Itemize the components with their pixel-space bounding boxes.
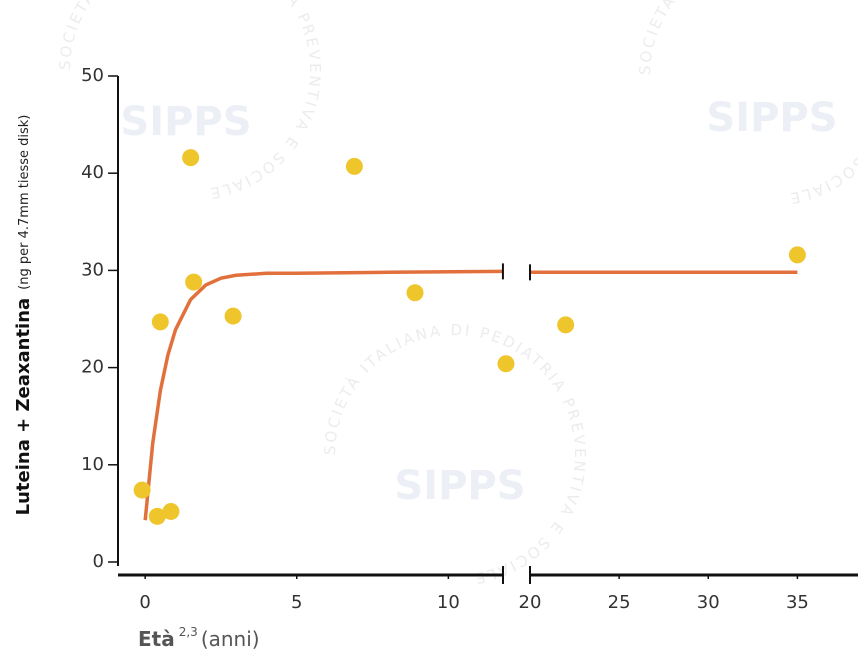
watermark-ring: SOCIETÀ ITALIANA DI PEDIATRIA PREVENTIVA…: [320, 320, 589, 588]
chart: SOCIETÀ ITALIANA DI PEDIATRIA PREVENTIVA…: [0, 0, 858, 658]
x-tick-label: 10: [437, 592, 460, 613]
y-tick-label: 20: [81, 357, 104, 378]
data-point: [225, 308, 242, 325]
data-point: [162, 503, 179, 520]
y-tick-label: 40: [81, 162, 104, 183]
y-axis-label: Luteina + Zeaxantina (ng per 4.7mm tiesse…: [13, 115, 34, 516]
y-tick-label: 0: [93, 551, 104, 572]
data-point: [134, 482, 151, 499]
y-tick-label: 10: [81, 454, 104, 475]
x-tick-label: 5: [291, 592, 302, 613]
data-point: [557, 316, 574, 333]
data-point: [152, 313, 169, 330]
x-tick-label: 0: [139, 592, 150, 613]
y-tick-label: 50: [81, 65, 104, 86]
x-axis-label: Età 2,3(anni): [138, 625, 260, 651]
y-label-main: Luteina + Zeaxantina: [13, 298, 34, 516]
data-point: [789, 246, 806, 263]
data-point: [497, 355, 514, 372]
watermarks: SOCIETÀ ITALIANA DI PEDIATRIA PREVENTIVA…: [55, 0, 858, 588]
data-point: [182, 149, 199, 166]
x-tick-label: 30: [697, 592, 720, 613]
watermark-logo: SIPPS: [120, 99, 251, 145]
y-tick-label: 30: [81, 259, 104, 280]
x-tick-label: 20: [519, 592, 542, 613]
x-label-sup: 2,3: [179, 625, 198, 639]
x-label-main: Età: [138, 627, 175, 651]
watermark-logo: SIPPS: [394, 463, 525, 509]
x-tick-label: 25: [608, 592, 631, 613]
x-tick-label: 35: [786, 592, 809, 613]
data-point: [407, 284, 424, 301]
y-label-unit: (ng per 4.7mm tiesse disk): [17, 115, 32, 290]
x-label-unit: (anni): [201, 627, 260, 651]
watermark-logo: SIPPS: [706, 95, 837, 141]
page: SOCIETÀ ITALIANA DI PEDIATRIA PREVENTIVA…: [0, 0, 858, 658]
data-point: [346, 158, 363, 175]
data-point: [185, 274, 202, 291]
